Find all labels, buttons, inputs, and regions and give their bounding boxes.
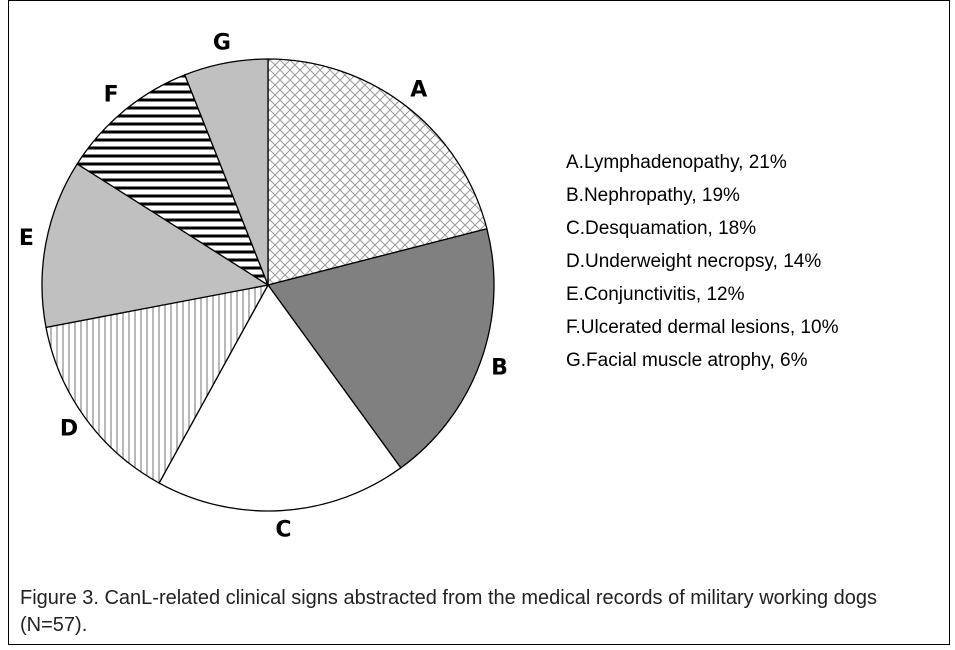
slice-label: C [275,518,291,543]
pie-slice [183,58,269,286]
slice-label: A [410,78,427,103]
slice-label: D [60,417,78,442]
pie-slice [41,163,270,329]
pie-slice [76,74,270,287]
frame [8,0,950,645]
pie-slice [45,284,270,484]
legend-entry: F.Ulcerated dermal lesions, 10% [566,317,839,338]
caption: Figure 3. CanL-related clinical signs ab… [20,587,878,636]
pie-slice [158,283,402,512]
legend-entry: B.Nephropathy, 19% [566,185,740,206]
slice-label: F [104,82,119,107]
legend-entry: E.Conjunctivitis, 12% [566,284,745,305]
legend-entry: G.Facial muscle atrophy, 6% [566,350,808,371]
legend-entry: D.Underweight necropsy, 14% [566,251,821,272]
slice-label: B [491,355,508,380]
slice-label: E [19,226,34,251]
pie-slice [267,58,488,286]
legend-entry: A.Lymphadenopathy, 21% [566,152,787,173]
pie-slice [266,228,495,469]
slice-label: G [213,30,231,55]
legend-entry: C.Desquamation, 18% [566,218,756,239]
